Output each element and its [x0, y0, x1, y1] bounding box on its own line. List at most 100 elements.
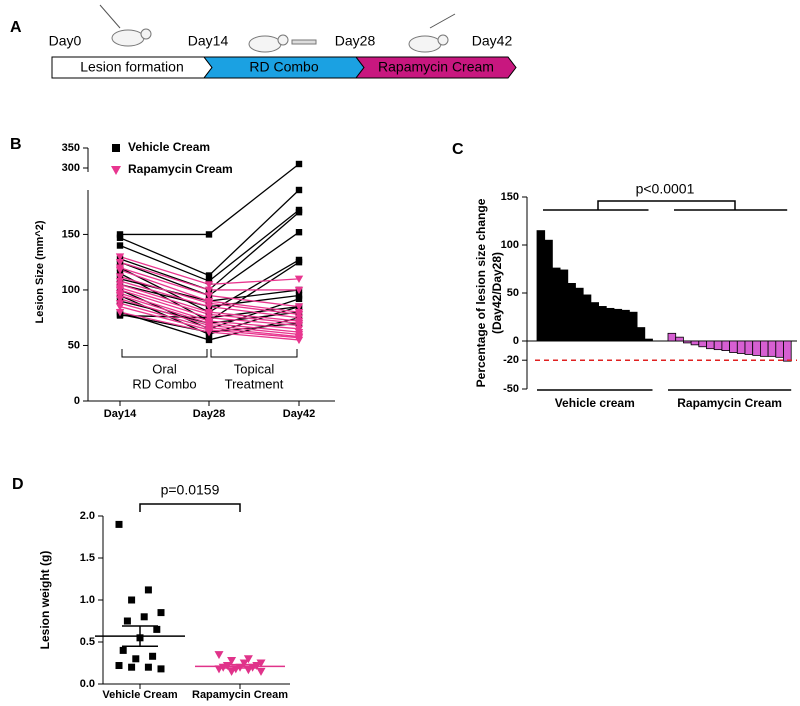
- marker: [132, 655, 140, 663]
- marker: [239, 659, 249, 668]
- bar: [760, 340, 769, 357]
- legend-marker: [112, 144, 120, 152]
- bar: [636, 327, 646, 342]
- marker: [128, 596, 136, 604]
- y-tick-label: -50: [503, 383, 519, 395]
- bar: [667, 332, 677, 342]
- syringe: [291, 39, 317, 45]
- panel-label: C: [452, 141, 464, 158]
- significance: p=0.0159: [161, 482, 220, 498]
- marker: [140, 613, 148, 621]
- group-label: Vehicle cream: [555, 396, 635, 410]
- marker: [128, 663, 136, 671]
- bar: [706, 340, 715, 350]
- syringe: [99, 4, 121, 29]
- annotation: Oral: [152, 361, 177, 376]
- marker: [205, 231, 213, 238]
- annotation: Treatment: [225, 376, 284, 391]
- legend-marker: [111, 166, 121, 175]
- bar: [582, 294, 592, 342]
- marker: [116, 231, 124, 238]
- marker: [205, 272, 213, 279]
- mouse: [111, 29, 145, 47]
- significance: p<0.0001: [636, 181, 695, 197]
- marker: [256, 659, 266, 668]
- marker: [214, 665, 224, 674]
- bar: [683, 340, 692, 344]
- bar: [590, 302, 600, 342]
- phase-label: Rapamycin Cream: [378, 59, 494, 75]
- y-tick-label: 0.5: [80, 636, 95, 648]
- bracket: [210, 349, 298, 358]
- marker: [295, 295, 303, 303]
- y-tick-label: 50: [507, 287, 519, 299]
- marker: [295, 160, 303, 168]
- marker: [204, 286, 214, 295]
- y-tick-label: 100: [62, 284, 80, 296]
- applicator: [429, 13, 456, 29]
- marker: [294, 275, 304, 284]
- bar: [713, 340, 723, 351]
- annotation: Topical: [234, 361, 275, 376]
- marker: [115, 308, 125, 317]
- bar: [544, 239, 553, 342]
- marker: [294, 303, 304, 311]
- mouse: [248, 35, 282, 53]
- panel-label: D: [12, 476, 24, 493]
- marker: [204, 281, 214, 289]
- bar: [729, 340, 738, 353]
- marker: [295, 292, 303, 299]
- marker: [256, 667, 266, 676]
- bar: [621, 309, 630, 342]
- bar: [698, 340, 707, 348]
- marker: [243, 655, 253, 664]
- legend-label: Rapamycin Cream: [128, 162, 233, 176]
- bar: [629, 311, 638, 342]
- panel-label: A: [10, 19, 22, 36]
- marker: [115, 273, 125, 281]
- y-axis-label: Percentage of lesion size change: [474, 198, 488, 387]
- marker: [115, 662, 123, 670]
- marker: [149, 652, 157, 660]
- bar: [736, 340, 746, 354]
- marker: [295, 258, 303, 266]
- marker: [115, 295, 125, 304]
- marker: [205, 336, 213, 344]
- marker: [204, 328, 214, 337]
- bar: [605, 307, 615, 342]
- bar: [536, 230, 546, 342]
- marker: [157, 609, 165, 617]
- marker: [214, 651, 224, 660]
- panel-label: B: [10, 136, 22, 153]
- marker: [116, 234, 124, 241]
- x-tick-label: Rapamycin Cream: [192, 689, 288, 701]
- bar: [644, 338, 653, 342]
- mouse-head: [437, 34, 449, 46]
- y-tick-label: 0: [513, 335, 519, 347]
- bar: [575, 287, 584, 342]
- marker: [115, 303, 125, 311]
- y-tick-label: 0.0: [80, 678, 95, 690]
- mouse: [408, 35, 442, 53]
- marker: [294, 286, 304, 295]
- marker: [157, 665, 165, 673]
- marker: [204, 292, 214, 300]
- y-tick-label: 0: [74, 395, 80, 407]
- day-label: Day28: [335, 33, 376, 49]
- marker: [144, 586, 152, 594]
- y-tick-label: 150: [62, 228, 80, 240]
- x-tick-label: Day14: [104, 408, 137, 420]
- y-axis-label: (Day42/Day28): [490, 252, 504, 334]
- marker: [144, 663, 152, 671]
- mouse-head: [140, 28, 152, 40]
- y-axis-label: Lesion weight (g): [38, 551, 52, 650]
- x-tick-label: Day42: [283, 408, 315, 420]
- mouse-head: [277, 34, 289, 46]
- marker: [227, 667, 237, 676]
- bar: [675, 336, 684, 342]
- mouse-icons: [99, 4, 456, 53]
- annotation: RD Combo: [132, 376, 196, 391]
- bar: [721, 340, 731, 352]
- bar: [567, 282, 576, 342]
- marker: [153, 625, 161, 633]
